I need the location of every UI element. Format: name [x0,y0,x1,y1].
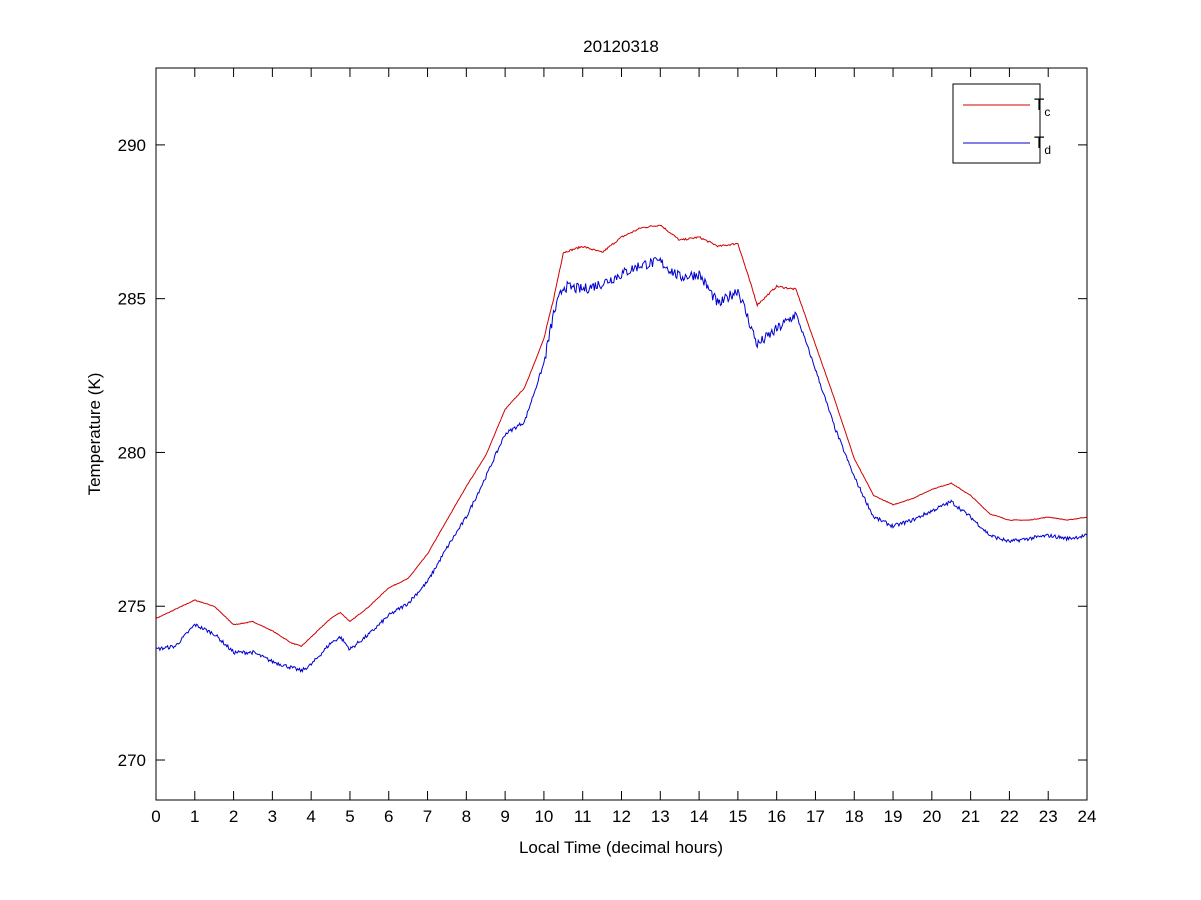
x-tick-label: 17 [806,807,825,826]
x-tick-label: 19 [884,807,903,826]
series-line-tc [155,224,1088,648]
chart-title: 20120318 [583,37,659,56]
x-tick-label: 24 [1078,807,1097,826]
x-tick-label: 11 [574,807,592,826]
y-tick-label: 285 [118,290,146,309]
x-tick-label: 3 [268,807,277,826]
x-tick-label: 23 [1039,807,1058,826]
y-tick-label: 280 [118,443,146,462]
x-tick-label: 21 [961,807,980,826]
y-tick-label: 270 [118,751,146,770]
x-tick-label: 1 [190,807,199,826]
x-tick-label: 4 [306,807,315,826]
x-tick-label: 20 [922,807,941,826]
y-axis-label: Temperature (K) [85,373,104,496]
y-tick-label: 275 [118,597,146,616]
x-tick-label: 7 [423,807,432,826]
x-tick-label: 18 [845,807,864,826]
x-tick-label: 5 [345,807,354,826]
x-tick-label: 13 [651,807,670,826]
x-tick-label: 9 [500,807,509,826]
x-tick-label: 2 [229,807,238,826]
x-tick-label: 12 [612,807,631,826]
x-tick-label: 15 [728,807,747,826]
x-tick-label: 6 [384,807,393,826]
x-tick-label: 10 [534,807,553,826]
series-line-td [155,256,1088,673]
y-tick-label: 290 [118,136,146,155]
x-axis-label: Local Time (decimal hours) [519,838,723,857]
x-tick-label: 22 [1000,807,1019,826]
x-tick-label: 16 [767,807,786,826]
x-tick-label: 14 [690,807,709,826]
legend-label-tc: Tc [1034,95,1050,119]
legend-label-td: Td [1034,133,1051,157]
x-tick-label: 0 [151,807,160,826]
legend: Tc Td [952,83,1051,164]
plot-area [155,67,1088,801]
x-tick-label: 8 [462,807,471,826]
legend-box [952,83,1041,164]
